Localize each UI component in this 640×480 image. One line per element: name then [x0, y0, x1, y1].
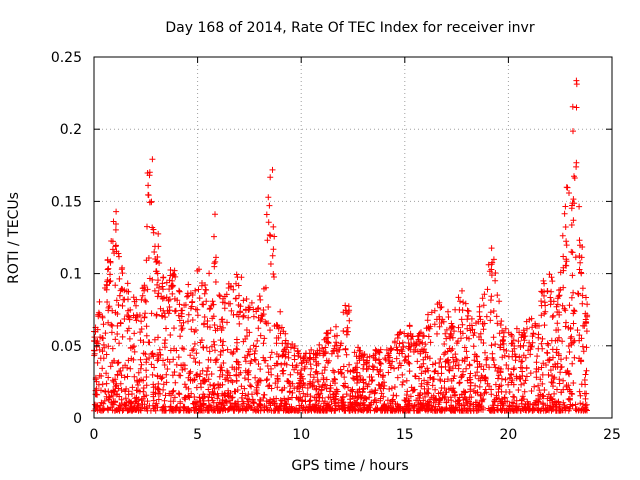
x-tick-label: 20	[499, 427, 517, 443]
grid-layer	[94, 57, 612, 418]
points-layer	[91, 77, 591, 414]
x-axis-label: GPS time / hours	[291, 458, 408, 474]
ticks-layer: 0 5 10 15 20 25 0 0.05 0.1 0.15 0.2 0.25	[51, 50, 621, 443]
x-tick-label: 25	[603, 427, 621, 443]
x-tick-label: 5	[193, 427, 202, 443]
y-tick-label: 0.1	[60, 267, 82, 283]
y-tick-label: 0.15	[51, 194, 82, 210]
chart-title: Day 168 of 2014, Rate Of TEC Index for r…	[165, 20, 534, 36]
y-tick-label: 0	[73, 411, 82, 427]
roti-data-points	[91, 77, 591, 414]
y-tick-label: 0.25	[51, 50, 82, 66]
x-tick-label: 15	[396, 427, 414, 443]
plot-frame	[93, 56, 613, 419]
y-axis-label: ROTI / TECUs	[6, 192, 22, 284]
y-tick-label: 0.2	[60, 122, 82, 138]
y-tick-label: 0.05	[51, 339, 82, 355]
x-tick-label: 10	[292, 427, 310, 443]
x-tick-label: 0	[90, 427, 99, 443]
